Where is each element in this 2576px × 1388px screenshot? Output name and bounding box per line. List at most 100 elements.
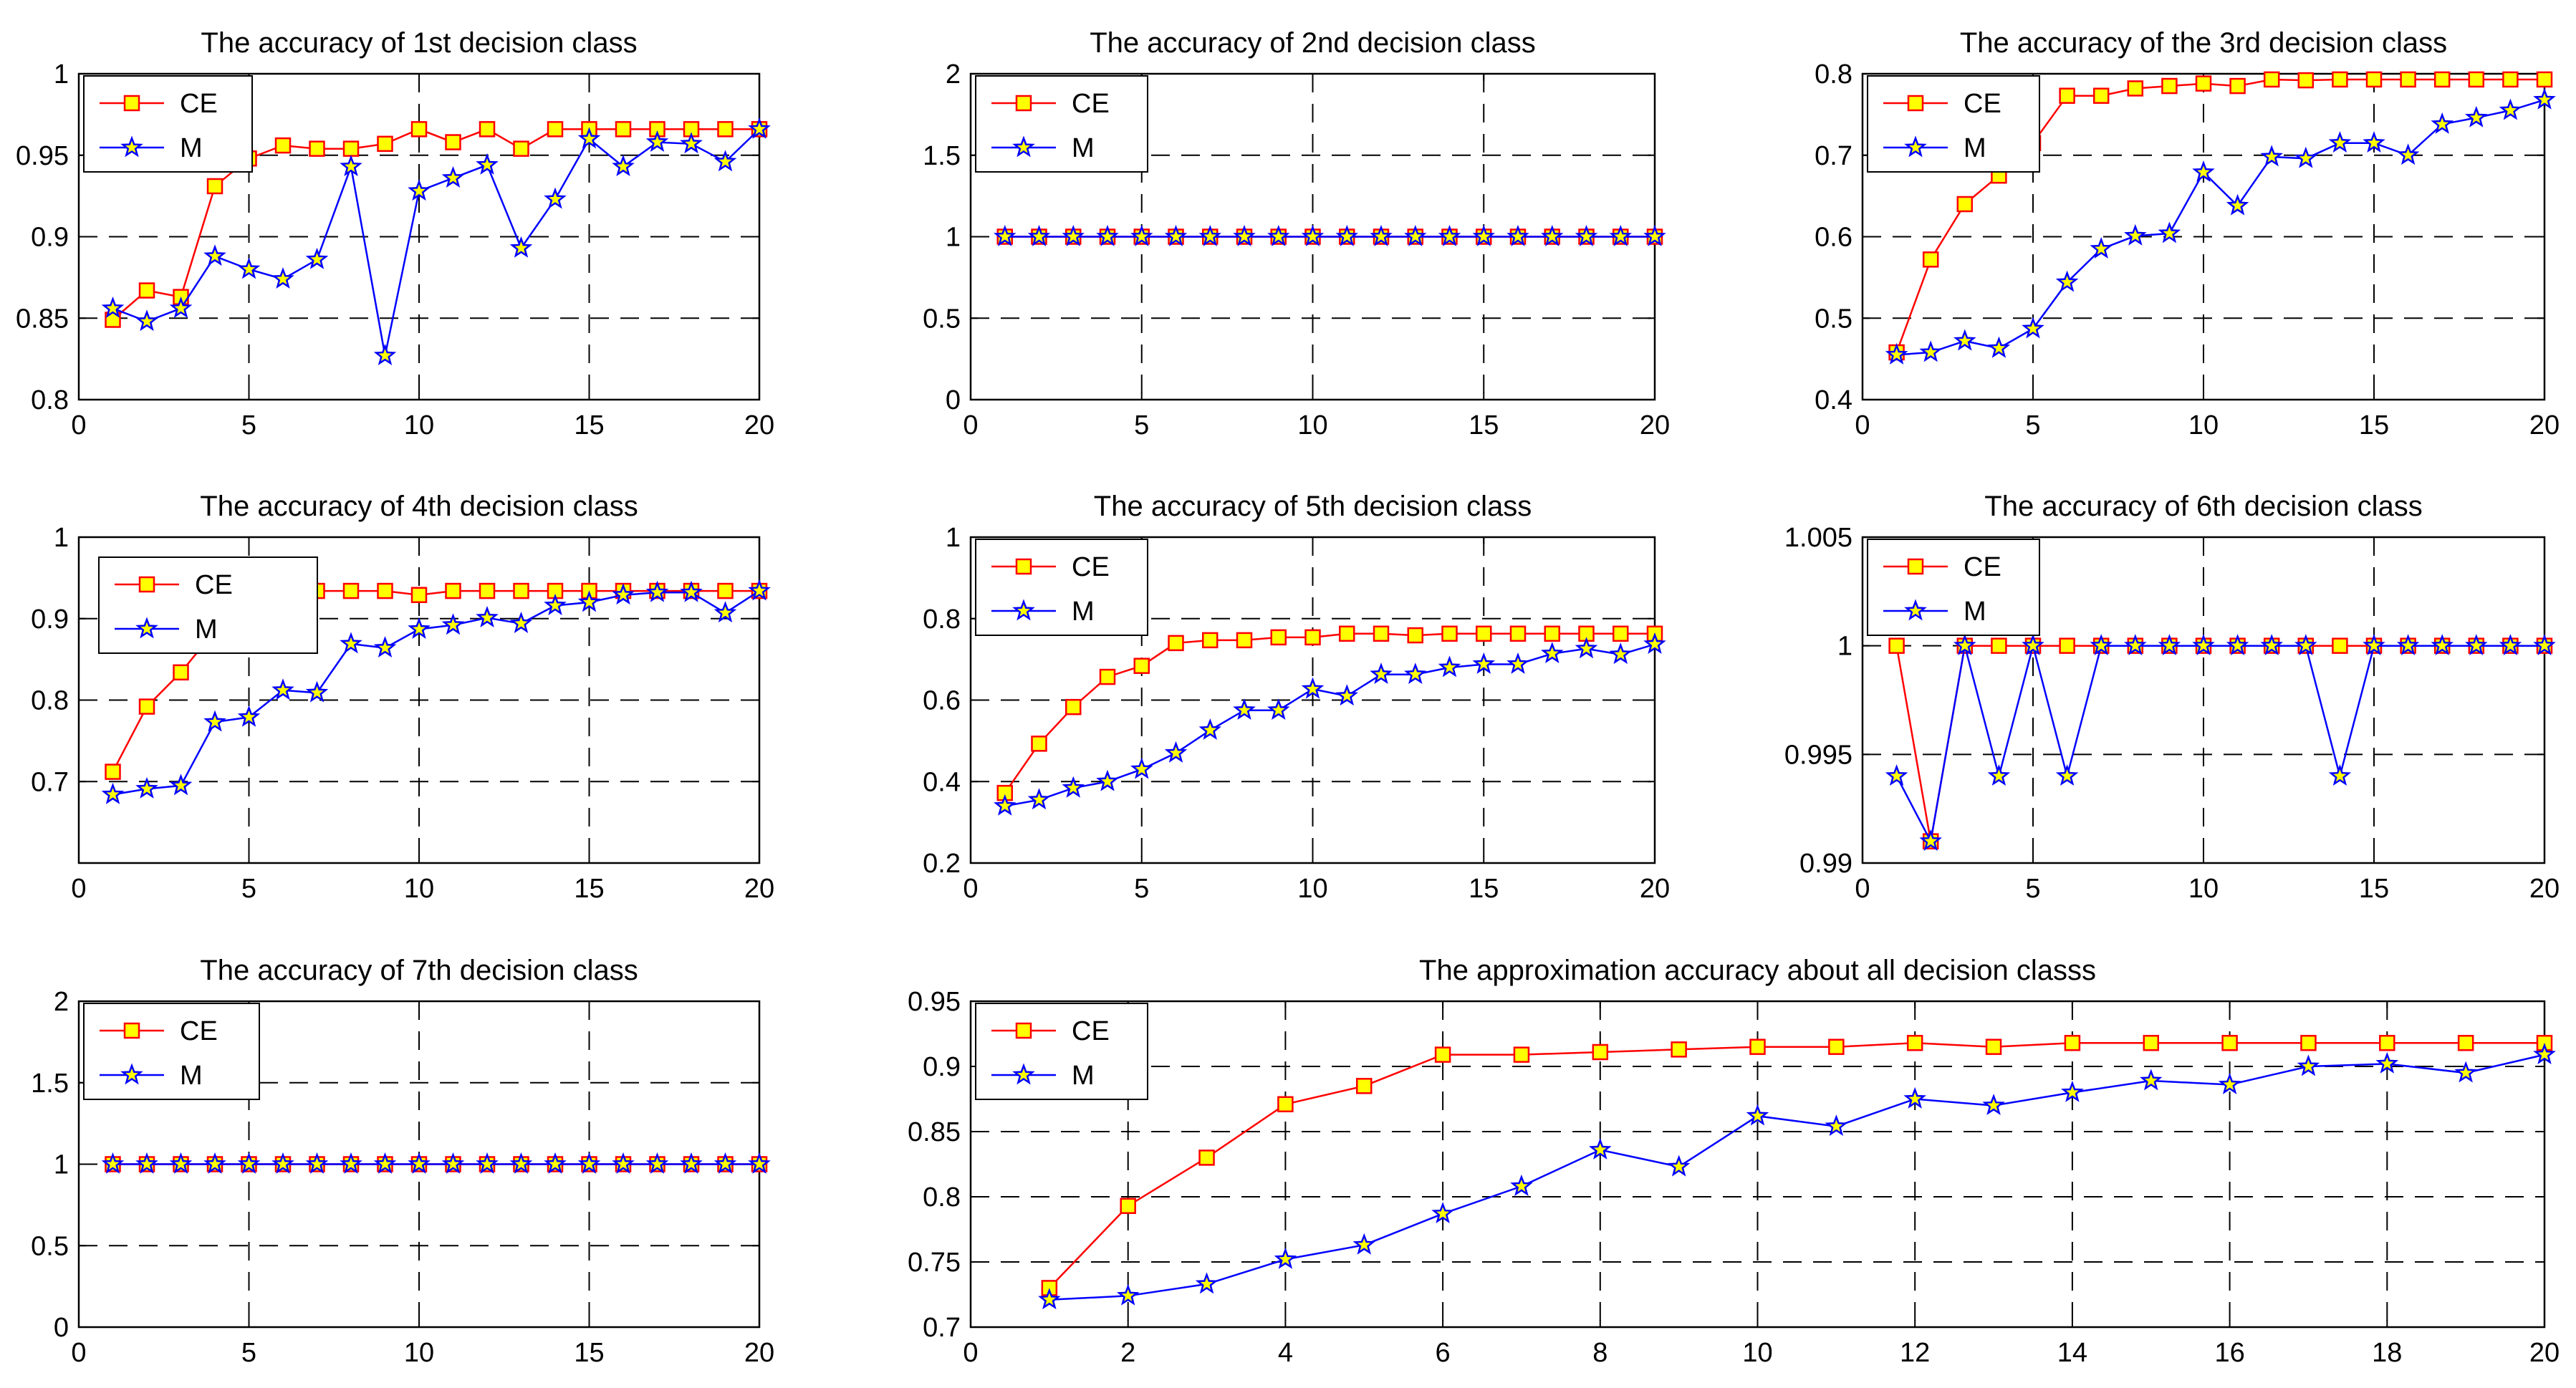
y-tick-label: 1.5: [31, 1069, 69, 1099]
data-point-m: [237, 257, 261, 279]
legend: CE M: [98, 556, 318, 654]
data-point-m: [1164, 224, 1188, 246]
x-tick-label: 10: [1297, 874, 1327, 904]
data-point-ce: [2365, 71, 2383, 88]
data-point-m: [169, 297, 193, 318]
data-point-ce: [173, 664, 189, 681]
data-point-m: [577, 1152, 601, 1174]
legend-label-m: M: [1072, 1061, 1095, 1091]
data-point-m: [135, 776, 158, 799]
data-point-m: [101, 297, 125, 318]
chart-title: The accuracy of 2nd decision class: [1090, 27, 1536, 59]
data-point-ce: [1031, 736, 1047, 752]
data-point-ce: [1513, 1046, 1530, 1063]
data-point-m: [645, 1152, 669, 1174]
data-point-m: [2226, 634, 2249, 656]
data-point-ce: [1544, 625, 1560, 642]
legend-box: [83, 1003, 260, 1100]
data-point-ce: [1985, 1038, 2002, 1055]
x-tick-label: 4: [1278, 1338, 1293, 1368]
data-point-m: [2533, 1043, 2556, 1064]
data-point-m: [2454, 1061, 2477, 1083]
y-tick-label: 1: [946, 223, 961, 253]
data-point-ce: [1888, 637, 1905, 654]
legend: CE M: [975, 539, 1148, 636]
data-point-ce: [2127, 80, 2144, 97]
y-tick-label: 0.9: [31, 223, 69, 253]
legend-label-ce: CE: [195, 570, 233, 600]
x-tick-label: 8: [1592, 1338, 1607, 1368]
data-point-m: [2431, 112, 2454, 134]
legend-box: [1867, 75, 2040, 173]
legend-label-m: M: [180, 1061, 203, 1091]
data-point-m: [612, 155, 635, 177]
chart-panel-1: 0 5 10 15 20 0.8 0.85 0.9 0.95 1 The accuracy of 1…: [16, 27, 774, 440]
y-tick-label: 0.2: [923, 849, 961, 879]
x-tick-label: 0: [963, 874, 978, 904]
data-point-ce: [1509, 625, 1527, 642]
data-point-ce: [2332, 71, 2348, 88]
data-point-ce: [2536, 71, 2553, 88]
data-point-m: [2226, 193, 2249, 216]
data-point-m: [2192, 634, 2215, 656]
y-tick-label: 0.99: [1799, 849, 1852, 879]
data-point-m: [1903, 1086, 1927, 1109]
y-tick-label: 0.85: [16, 304, 69, 334]
y-tick-label: 0.8: [923, 604, 961, 635]
data-point-ce: [1133, 657, 1150, 674]
legend-marker-ce: [138, 576, 155, 593]
y-tick-label: 0.75: [908, 1248, 961, 1278]
data-point-m: [305, 680, 329, 703]
data-point-ce: [513, 582, 529, 599]
data-point-m: [1609, 642, 1632, 665]
data-point-m: [713, 150, 737, 172]
data-point-m: [1116, 1283, 1140, 1306]
data-point-m: [509, 612, 533, 633]
data-point-m: [2396, 634, 2420, 656]
data-point-m: [1746, 1104, 1769, 1126]
data-point-m: [1301, 677, 1325, 699]
y-tick-label: 0.5: [31, 1231, 69, 1261]
legend-label-m: M: [195, 615, 218, 645]
y-tick-label: 0: [946, 385, 961, 415]
data-point-m: [169, 1152, 193, 1174]
data-point-m: [577, 590, 601, 612]
y-tick-label: 0.5: [1815, 304, 1852, 334]
legend-marker-ce: [123, 1022, 140, 1039]
data-point-m: [1643, 632, 1666, 654]
data-point-ce: [2468, 71, 2485, 88]
data-point-m: [713, 601, 737, 623]
series-line-m: [112, 128, 760, 356]
data-point-ce: [1828, 1038, 1845, 1055]
x-tick-label: 5: [2025, 874, 2040, 904]
data-point-m: [476, 606, 499, 627]
data-point-m: [237, 705, 261, 727]
y-tick-label: 0.4: [923, 767, 961, 797]
data-point-m: [2192, 160, 2215, 183]
legend-label-m: M: [1072, 133, 1095, 163]
data-point-m: [1589, 1137, 1612, 1160]
x-tick-label: 15: [574, 874, 604, 904]
y-tick-label: 0.995: [1784, 740, 1852, 770]
y-tick-label: 2: [54, 987, 69, 1017]
data-point-ce: [2263, 71, 2280, 88]
data-point-ce: [1373, 625, 1390, 642]
x-tick-label: 15: [574, 1338, 604, 1368]
data-point-m: [1027, 224, 1051, 246]
legend-marker-ce: [123, 95, 140, 112]
x-tick-label: 20: [744, 1338, 774, 1368]
chart-title: The accuracy of the 3rd decision class: [1960, 27, 2447, 59]
data-point-ce: [445, 582, 461, 599]
data-point-m: [373, 344, 397, 365]
data-point-m: [169, 773, 193, 796]
data-point-m: [271, 1152, 294, 1174]
data-point-ce: [138, 282, 155, 299]
x-tick-label: 14: [2057, 1338, 2087, 1368]
x-tick-label: 0: [71, 1338, 86, 1368]
data-point-m: [340, 155, 362, 177]
data-point-m: [373, 1152, 397, 1174]
y-tick-label: 0.7: [31, 767, 69, 797]
legend-marker-m: [1012, 599, 1035, 621]
data-point-m: [994, 794, 1017, 816]
